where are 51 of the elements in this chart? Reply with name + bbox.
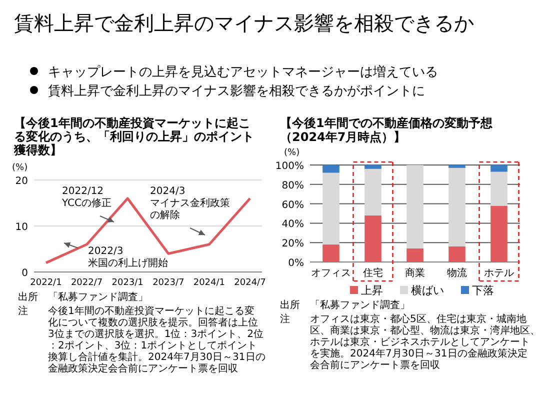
bar <box>322 244 340 262</box>
y-tick-label: 60% <box>282 200 304 211</box>
y-tick-label: 0 <box>22 268 28 279</box>
text: 賃料上昇で金利上昇のマイナス影響を相殺できるかがポイントに <box>48 84 425 99</box>
y-tick-label: 0% <box>288 258 304 269</box>
x-tick-label: 2022/7 <box>70 278 103 288</box>
x-tick-label: 住宅 <box>363 267 383 279</box>
y-tick-label: 100% <box>275 161 304 172</box>
bar <box>364 215 382 262</box>
text: キャップレートの上昇を見込むアセットマネージャーは増えている <box>48 64 438 80</box>
legend-label: 下落 <box>472 284 494 297</box>
bar <box>406 248 424 262</box>
bar <box>448 246 466 262</box>
text: 出所 「私募ファンド調査」 <box>280 299 410 311</box>
x-tick-label: 2022/1 <box>30 278 62 288</box>
bar <box>490 172 508 206</box>
bar <box>364 168 382 216</box>
x-tick-label: 2023/7 <box>152 278 184 288</box>
chart-title: 【今後1年間の不動産投資マーケットに起こる変化のうち、「利回りの上昇」のポイント獲得数】 <box>13 116 254 157</box>
bar <box>406 165 424 248</box>
y-tick-label: 80% <box>282 180 304 192</box>
x-tick-label: 物流 <box>447 267 467 279</box>
x-tick-label: ホテル <box>484 268 514 279</box>
bar <box>448 168 466 246</box>
y-axis-title: (%) <box>12 163 28 173</box>
annotation: 2024/3 マイナス金利政策の解除 <box>150 186 230 221</box>
y-axis-title: (%) <box>284 148 300 158</box>
bar <box>322 172 340 245</box>
text: 注 オフィスは東京・都心5区、住宅は東京・城南地区、商業は東京・都心型、物流は東京・湾岸地区、ホテルは東京・ビジネスホテルとしてアンケートを実施。2024年7月30日～31日の金融政策決定会合前にアンケート票を回収 <box>280 314 536 371</box>
legend-label: 上昇 <box>361 284 383 297</box>
text: 出所 「私募ファンド調査」 <box>18 291 148 303</box>
y-tick-label: 10 <box>15 222 28 233</box>
x-tick-label: 2024/7 <box>234 278 266 288</box>
x-tick-label: オフィス <box>311 268 351 279</box>
bar <box>448 165 466 168</box>
bar <box>490 206 508 262</box>
y-tick-label: 20 <box>15 176 28 187</box>
bar <box>490 165 508 172</box>
annotation: 2022/3 米国の利上げ開始 <box>88 246 168 269</box>
text: 賃料上昇で金利上昇のマイナス影響を相殺できるか <box>14 11 474 35</box>
y-tick-label: 40% <box>282 219 304 230</box>
x-tick-label: 2023/1 <box>112 278 144 288</box>
annotation: 2022/12 YCCの修正 <box>61 186 112 209</box>
y-tick-label: 20% <box>282 238 304 250</box>
legend-label: 横ばい <box>411 284 444 297</box>
bar <box>364 165 382 169</box>
text: 注 今後1年間の不動産投資マーケットに起こる変化について複数の選択肢を提示。回答者は上位3位までの選択肢を選択。1位：3ポイント、2位：2ポイント、3位：1ポイントとしてポイント換算し合計値を集計。2024年7月30日～31日の金融政策決定会合前にアンケート票を回収 <box>18 306 266 374</box>
chart-title: 【今後1年間での不動産価格の変動予想（2024年7月時点）】 <box>280 116 494 144</box>
x-tick-label: 商業 <box>405 267 425 279</box>
bar <box>322 165 340 173</box>
x-tick-label: 2024/1 <box>193 278 226 288</box>
